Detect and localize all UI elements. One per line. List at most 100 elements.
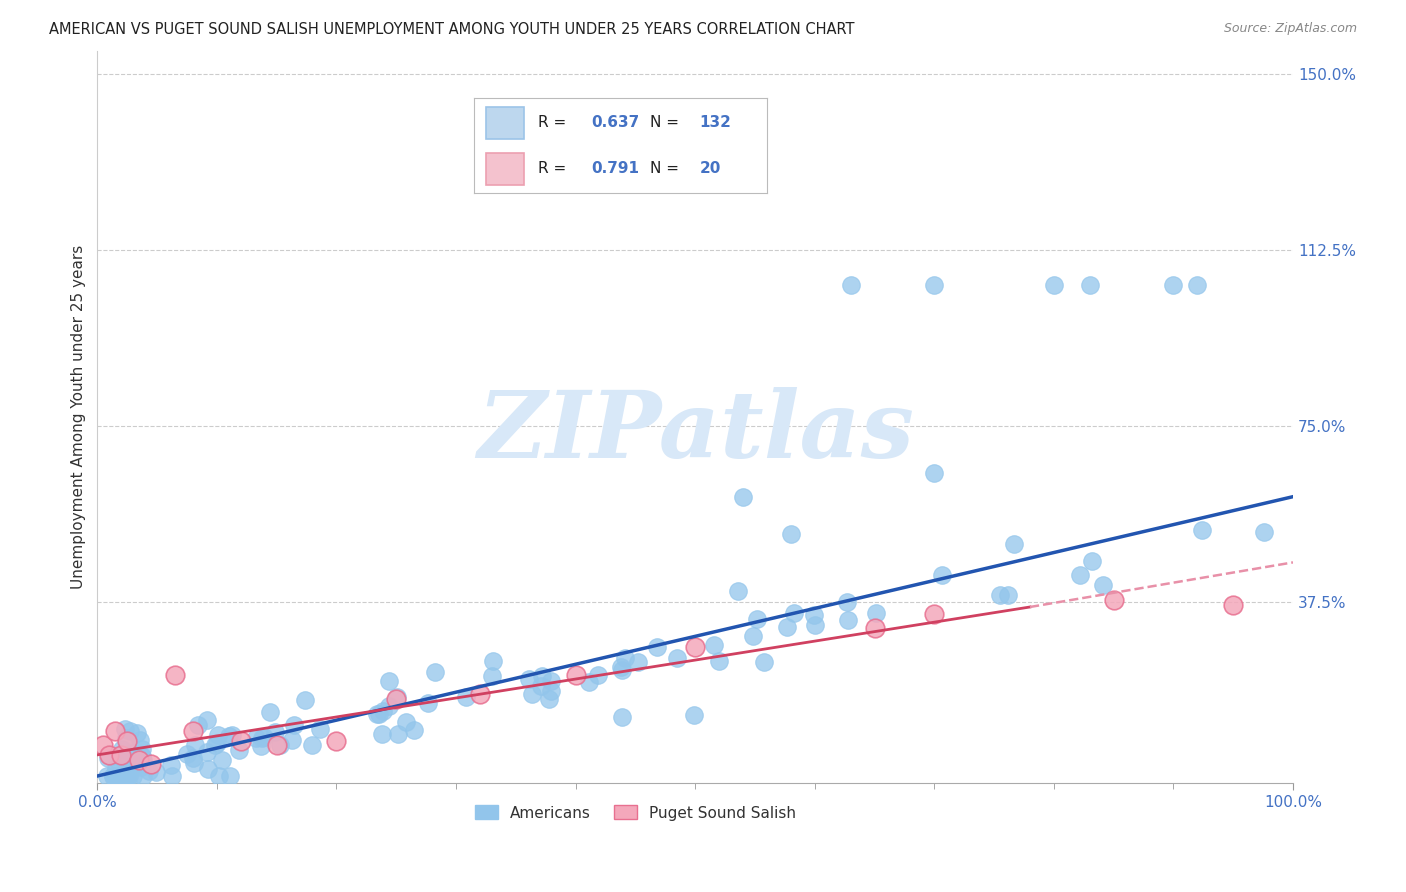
Point — [1187, 278, 1209, 293]
Point — [127, 726, 149, 740]
Point — [229, 733, 252, 747]
Point — [803, 618, 825, 632]
Point — [1222, 598, 1244, 612]
Point — [145, 765, 167, 780]
Point — [425, 665, 447, 679]
Point — [107, 764, 129, 778]
Y-axis label: Unemployment Among Youth under 25 years: Unemployment Among Youth under 25 years — [72, 244, 86, 589]
Point — [1002, 537, 1025, 551]
Point — [538, 692, 561, 706]
Point — [666, 651, 689, 665]
Point — [839, 278, 862, 293]
Point — [183, 756, 205, 770]
Point — [456, 690, 478, 704]
Point — [988, 588, 1011, 602]
Point — [264, 724, 287, 739]
Point — [1043, 278, 1066, 293]
Point — [183, 751, 205, 765]
Point — [112, 753, 135, 767]
Point — [132, 769, 155, 783]
Point — [837, 613, 859, 627]
Point — [481, 654, 503, 668]
Point — [184, 738, 207, 752]
Point — [266, 739, 288, 753]
Point — [309, 723, 332, 737]
Point — [114, 722, 136, 736]
Point — [97, 750, 120, 764]
Point — [138, 764, 160, 778]
Point — [131, 753, 153, 767]
Point — [253, 731, 276, 745]
Point — [221, 728, 243, 742]
Point — [368, 706, 391, 721]
Point — [129, 760, 152, 774]
Point — [211, 753, 233, 767]
Point — [540, 683, 562, 698]
Point — [250, 731, 273, 745]
Point — [131, 750, 153, 764]
Point — [564, 668, 586, 682]
Point — [165, 668, 187, 682]
Point — [373, 704, 395, 718]
Point — [195, 745, 218, 759]
Point — [783, 606, 806, 620]
Point — [111, 769, 134, 783]
Point — [187, 718, 209, 732]
Point — [865, 606, 887, 620]
Point — [118, 769, 141, 783]
Point — [779, 527, 801, 541]
Point — [121, 759, 143, 773]
Point — [776, 620, 799, 634]
Point — [742, 629, 765, 643]
Point — [181, 724, 204, 739]
Point — [131, 749, 153, 764]
Point — [647, 640, 669, 654]
Point — [121, 746, 143, 760]
Point — [98, 747, 121, 762]
Point — [259, 705, 281, 719]
Point — [280, 732, 302, 747]
Text: Source: ZipAtlas.com: Source: ZipAtlas.com — [1223, 22, 1357, 36]
Point — [803, 608, 825, 623]
Point — [378, 699, 401, 714]
Point — [731, 490, 754, 504]
Point — [104, 761, 127, 775]
Point — [219, 769, 242, 783]
Point — [197, 763, 219, 777]
Legend: Americans, Puget Sound Salish: Americans, Puget Sound Salish — [468, 799, 801, 827]
Point — [115, 756, 138, 770]
Point — [727, 584, 749, 599]
Point — [125, 750, 148, 764]
Point — [207, 728, 229, 742]
Point — [110, 769, 132, 783]
Point — [205, 736, 228, 750]
Point — [522, 687, 544, 701]
Point — [924, 466, 946, 480]
Point — [1081, 554, 1104, 568]
Point — [228, 742, 250, 756]
Point — [101, 769, 124, 783]
Point — [517, 672, 540, 686]
Point — [385, 690, 408, 705]
Point — [301, 739, 323, 753]
Point — [530, 669, 553, 683]
Point — [91, 739, 114, 753]
Point — [540, 673, 562, 688]
Point — [683, 708, 706, 723]
Point — [110, 747, 132, 762]
Point — [613, 651, 636, 665]
Point — [115, 769, 138, 783]
Point — [683, 640, 706, 654]
Point — [115, 769, 138, 783]
Text: ZIPatlas: ZIPatlas — [477, 386, 914, 476]
Point — [371, 726, 394, 740]
Point — [96, 769, 118, 783]
Point — [127, 754, 149, 768]
Point — [101, 769, 124, 783]
Point — [129, 733, 152, 747]
Point — [835, 595, 858, 609]
Point — [745, 612, 768, 626]
Point — [924, 607, 946, 621]
Point — [115, 769, 138, 783]
Point — [385, 691, 408, 706]
